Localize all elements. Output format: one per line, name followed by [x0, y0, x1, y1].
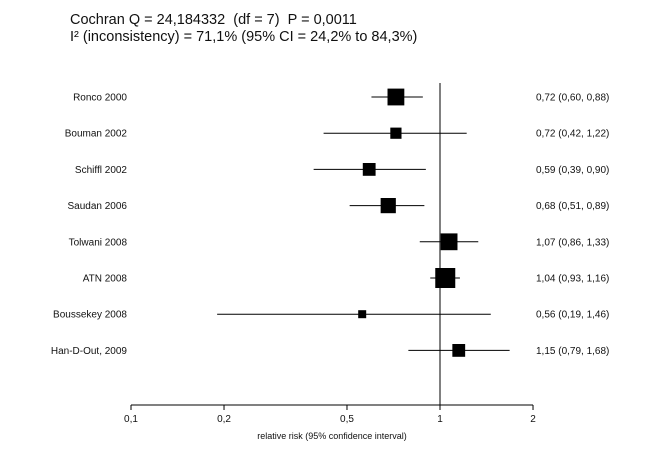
study-ci-text-0: 0,72 (0,60, 0,88) [536, 93, 609, 104]
study-point-5 [435, 268, 456, 288]
inconsistency-text: I² (inconsistency) = 71,1% (95% CI = 24,… [70, 29, 418, 45]
study-point-6 [358, 310, 367, 319]
study-ci-text-1: 0,72 (0,42, 1,22) [536, 129, 609, 140]
study-label-7: Han-D-Out, 2009 [51, 346, 128, 357]
study-point-0 [387, 88, 405, 106]
x-tick-label-0: 0,1 [124, 414, 138, 425]
study-ci-text-6: 0,56 (0,19, 1,46) [536, 310, 609, 321]
study-ci-text-3: 0,68 (0,51, 0,89) [536, 201, 609, 212]
study-label-1: Bouman 2002 [65, 129, 128, 140]
study-ci-text-2: 0,59 (0,39, 0,90) [536, 165, 609, 176]
study-label-4: Tolwani 2008 [69, 237, 128, 248]
x-tick-label-1: 0,2 [217, 414, 231, 425]
study-point-4 [440, 233, 458, 251]
heterogeneity-header: Cochran Q = 24,184332 (df = 7) P = 0,001… [70, 12, 417, 46]
study-ci-text-4: 1,07 (0,86, 1,33) [536, 237, 609, 248]
study-label-3: Saudan 2006 [67, 201, 127, 212]
study-label-6: Boussekey 2008 [53, 310, 127, 321]
study-point-3 [380, 198, 396, 214]
study-label-5: ATN 2008 [83, 274, 128, 285]
study-point-2 [362, 163, 376, 176]
study-ci-text-7: 1,15 (0,79, 1,68) [536, 346, 609, 357]
x-tick-label-3: 1 [437, 414, 443, 425]
study-label-0: Ronco 2000 [73, 93, 127, 104]
study-label-2: Schiffl 2002 [75, 165, 128, 176]
x-tick-label-4: 2 [530, 414, 536, 425]
x-axis-title: relative risk (95% confidence interval) [257, 431, 407, 441]
study-ci-text-5: 1,04 (0,93, 1,16) [536, 274, 609, 285]
cochran-q-text: Cochran Q = 24,184332 (df = 7) P = 0,001… [70, 12, 357, 28]
study-point-1 [390, 127, 402, 139]
study-point-7 [452, 344, 466, 357]
x-tick-label-2: 0,5 [340, 414, 354, 425]
